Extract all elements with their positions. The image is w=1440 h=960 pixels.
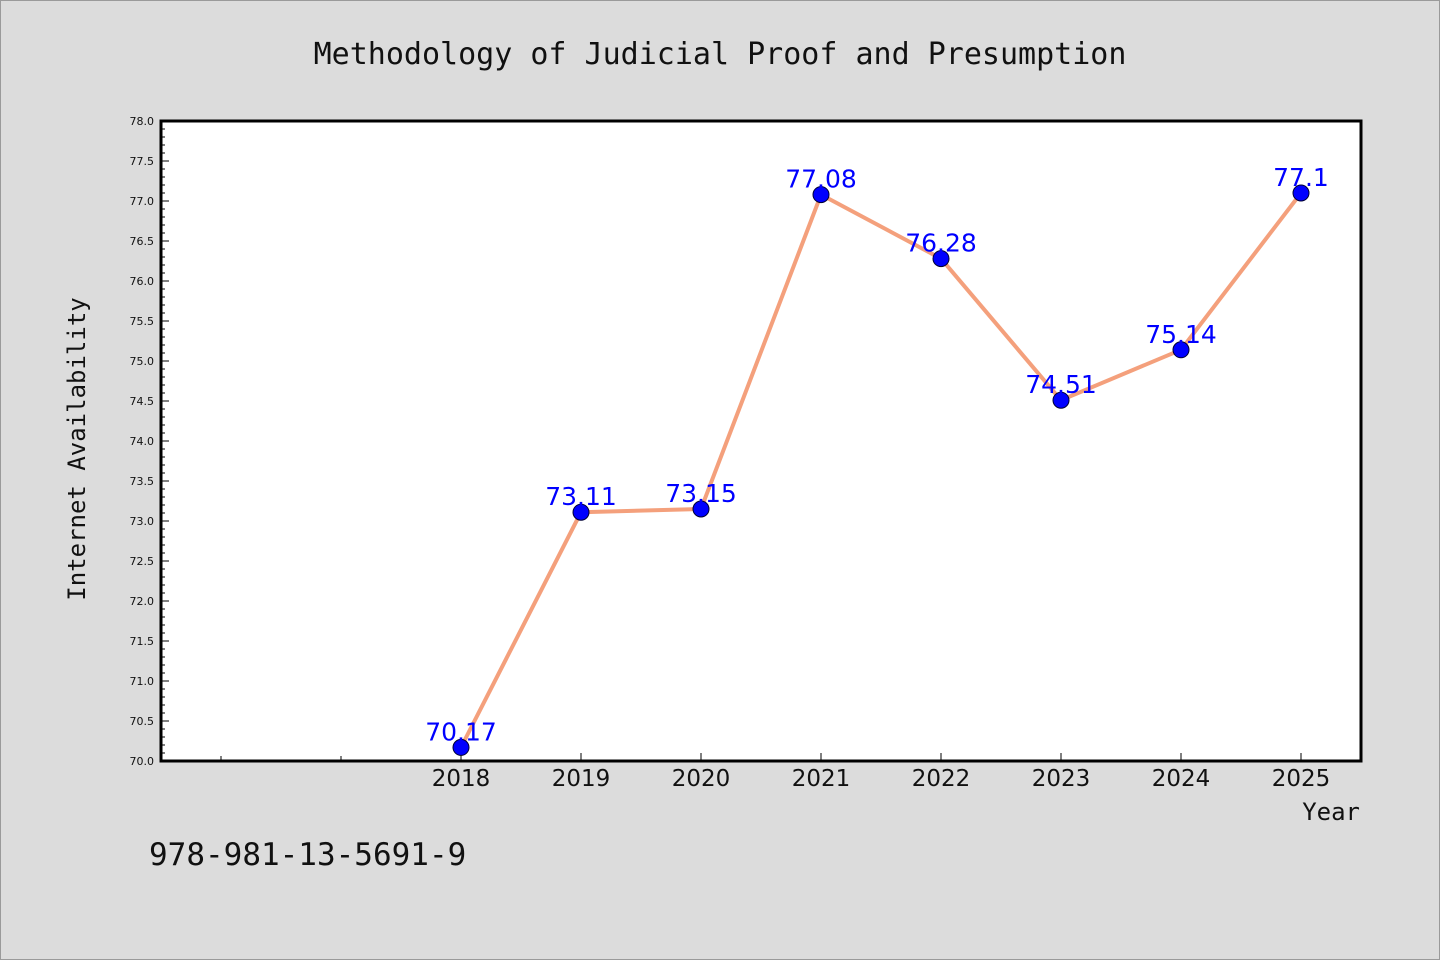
x-tick-label: 2018 (432, 766, 491, 792)
y-tick-label: 70.5 (130, 715, 155, 728)
y-tick-label: 76.5 (130, 235, 155, 248)
x-tick-label: 2022 (912, 766, 971, 792)
y-tick-label: 70.0 (130, 755, 155, 768)
data-point (1052, 391, 1070, 409)
plot-area (161, 121, 1361, 761)
x-tick-label: 2024 (1152, 766, 1211, 792)
y-tick-label: 78.0 (130, 115, 155, 128)
x-axis: 2018 2019 2020 2021 2022 2023 2024 2025 (220, 753, 1331, 792)
y-tick-label: 71.5 (130, 635, 155, 648)
plot-border (159, 119, 1363, 763)
y-tick-label: 72.0 (130, 595, 155, 608)
data-point (692, 500, 710, 518)
y-tick-label: 74.0 (130, 435, 155, 448)
series: 70.17 73.11 73.15 77.08 76.28 74.51 75.14 77.1 (425, 163, 1329, 756)
data-point (932, 250, 950, 268)
data-label: 73.11 (545, 482, 617, 511)
data-label: 77.08 (785, 165, 857, 194)
series-line (459, 191, 1303, 749)
y-tick-label: 77.5 (130, 155, 155, 168)
y-axis-label: Internet Availability (63, 297, 91, 600)
x-tick-label: 2019 (552, 766, 611, 792)
y-tick-label: 76.0 (130, 275, 155, 288)
data-point (572, 503, 590, 521)
x-tick-label: 2023 (1032, 766, 1091, 792)
x-axis-label: Year (1302, 798, 1360, 826)
data-label: 74.51 (1025, 370, 1097, 399)
data-point (452, 738, 470, 756)
data-label: 73.15 (665, 479, 737, 508)
data-point (1292, 184, 1310, 202)
y-tick-label: 71.0 (130, 675, 155, 688)
footer-isbn: 978-981-13-5691-9 (149, 837, 466, 873)
data-point (812, 186, 830, 204)
data-label: 75.14 (1145, 320, 1217, 349)
data-label: 70.17 (425, 717, 497, 746)
x-tick-label: 2020 (672, 766, 731, 792)
y-tick-label: 75.5 (130, 315, 155, 328)
data-label: 76.28 (905, 229, 977, 258)
data-label: 77.1 (1273, 163, 1329, 192)
y-axis: 70.0 70.5 71.0 71.5 72.0 72.5 73.0 73.5 74.0 74.5… (130, 115, 169, 768)
x-tick-label: 2021 (792, 766, 851, 792)
y-tick-label: 73.0 (130, 515, 155, 528)
y-tick-label: 73.5 (130, 475, 155, 488)
x-tick-label: 2025 (1272, 766, 1331, 792)
y-tick-label: 77.0 (130, 195, 155, 208)
y-tick-label: 72.5 (130, 555, 155, 568)
y-tick-label: 75.0 (130, 355, 155, 368)
chart-title: Methodology of Judicial Proof and Presum… (314, 37, 1127, 72)
data-point (1172, 341, 1190, 359)
y-tick-label: 74.5 (130, 395, 155, 408)
